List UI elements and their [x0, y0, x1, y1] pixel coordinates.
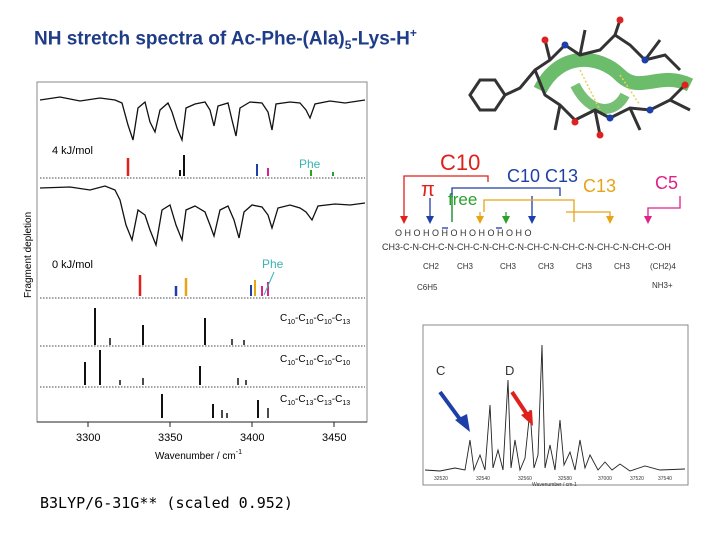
lower-ir-trace	[39, 185, 366, 248]
ring-label-c5: C5	[655, 173, 678, 193]
upper-ir-trace	[39, 96, 366, 143]
stick-label-2: C10-C10-C10-C10	[280, 354, 350, 367]
right-xtick-2: 32560	[518, 476, 532, 482]
ring-label-c13-orange: C13	[583, 176, 616, 196]
slide-title: NH stretch spectra of Ac-Phe-(Ala)5-Lys-…	[34, 26, 417, 52]
calc-stick-panel-1	[94, 308, 245, 345]
method-footnote: B3LYP/6-31G** (scaled 0.952)	[40, 494, 293, 512]
side-ch3-2: CH3	[500, 262, 517, 271]
right-xtick-6: 37540	[658, 476, 672, 482]
ring-label-c10-blue: C10	[507, 166, 540, 186]
x-axis-label: Wavenumber / cm-1	[155, 449, 242, 462]
structure-backbone-os: O H O H O H O H O H O H O H O	[395, 228, 532, 238]
arrow-d	[510, 390, 533, 426]
side-ch3-4: CH3	[576, 262, 593, 271]
x-tick-3350: 3350	[158, 432, 182, 444]
y-axis-label: Fragment depletion	[23, 212, 34, 298]
side-nh3: NH3+	[652, 281, 673, 290]
right-xtick-3: 32580	[558, 476, 572, 482]
side-ch3-3: CH3	[538, 262, 555, 271]
ring-label-c13-blue: C13	[545, 166, 578, 186]
stick-label-3: C10-C13-C13-C13	[280, 394, 350, 407]
stick-label-1: C10-C10-C10-C13	[280, 313, 350, 326]
right-xtick-4: 37000	[598, 476, 612, 482]
side-c6h5: C6H5	[417, 283, 438, 292]
left-panel-frame	[36, 81, 368, 423]
energy-label-lower: 0 kJ/mol	[52, 259, 93, 271]
label-d: D	[505, 363, 514, 378]
x-tick-3300: 3300	[76, 432, 100, 444]
title-subscript: 5	[344, 38, 352, 53]
title-text: NH stretch spectra of Ac-Phe-(Ala)	[34, 28, 345, 50]
energy-label-upper: 4 kJ/mol	[52, 145, 93, 157]
side-ch3-1: CH3	[457, 262, 474, 271]
phe-label-upper: Phe	[299, 157, 321, 171]
arrow-c	[438, 390, 470, 432]
molecule-3d-image	[468, 16, 694, 139]
x-tick-3400: 3400	[240, 432, 264, 444]
upper-stick-spectrum	[126, 155, 334, 176]
side-ch3-5: CH3	[614, 262, 631, 271]
pi-label: π	[421, 179, 435, 201]
right-xlabel: Wavenumber / cm-1	[532, 482, 577, 488]
phe-label-lower: Phe	[262, 257, 284, 271]
side-ch2: CH2	[423, 262, 440, 271]
title-superscript: +	[409, 26, 417, 40]
right-xtick-5: 37520	[630, 476, 644, 482]
ring-label-c10-red: C10	[440, 150, 480, 175]
calc-stick-panel-2	[84, 350, 247, 385]
title-text-after: -Lys-H	[351, 28, 410, 50]
right-xtick-1: 32540	[476, 476, 490, 482]
x-tick-3450: 3450	[322, 432, 346, 444]
label-c: C	[436, 363, 445, 378]
left-x-axis	[37, 421, 367, 427]
free-label: free	[448, 190, 477, 209]
structure-diagram: C10 C10 C13 C13 C5 π free O H O H O H O …	[382, 150, 681, 292]
calc-stick-panel-3	[161, 394, 269, 418]
phe-pointer-lower	[263, 271, 275, 296]
right-xtick-0: 32520	[434, 476, 448, 482]
side-ch2-4: (CH2)4	[650, 262, 676, 271]
lower-stick-spectrum	[138, 275, 269, 296]
right-spectrum-trace	[424, 344, 686, 472]
structure-chain: CH3-C-N-CH-C-N-CH-C-N-CH-C-N-CH-C-N-CH-C…	[382, 242, 671, 252]
